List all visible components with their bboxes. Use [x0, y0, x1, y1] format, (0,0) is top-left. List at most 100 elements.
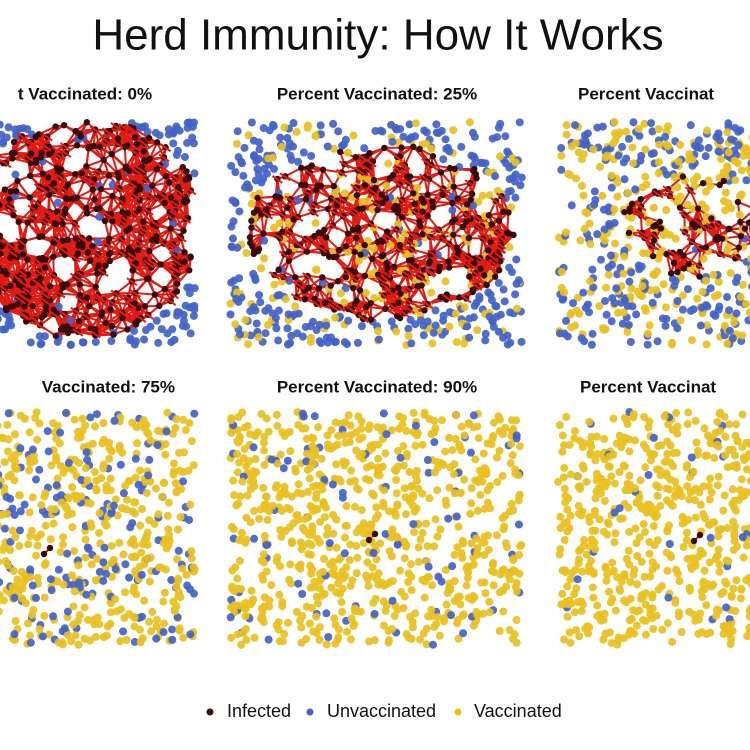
- infected-dot: [73, 142, 81, 149]
- infected-dot: [73, 194, 81, 201]
- infected-dot: [96, 205, 103, 212]
- person-dot: [185, 303, 194, 312]
- infected-dot: [7, 282, 14, 290]
- infected-dot: [53, 208, 61, 215]
- infected-dot: [83, 294, 91, 302]
- infection-edge: [32, 217, 41, 238]
- person-dot: [126, 336, 135, 345]
- person-dot: [154, 338, 163, 347]
- infected-dot: [63, 323, 71, 330]
- infected-dot: [26, 194, 33, 201]
- infected-dot: [98, 309, 106, 316]
- infected-dot: [131, 134, 139, 141]
- infected-dot: [64, 236, 71, 244]
- infected-dot: [124, 326, 131, 333]
- infected-dot: [85, 143, 93, 150]
- infected-dot: [83, 204, 90, 212]
- infected-dot: [181, 249, 188, 256]
- infected-dot: [110, 331, 117, 338]
- infected-dot: [133, 140, 141, 148]
- person-dot: [141, 326, 150, 335]
- infection-edge: [0, 269, 3, 280]
- infected-dot: [72, 127, 79, 135]
- person-dot: [167, 338, 176, 347]
- infected-dot: [85, 235, 93, 242]
- infected-dot: [108, 150, 115, 158]
- infection-edge: [17, 207, 34, 223]
- infected-dot: [140, 148, 148, 155]
- person-dot: [107, 337, 116, 346]
- infected-dot: [24, 219, 31, 226]
- infected-dot: [161, 285, 169, 293]
- infected-dot: [167, 225, 174, 232]
- infected-dot: [32, 133, 40, 140]
- person-dot: [189, 139, 198, 148]
- person-dot: [152, 316, 161, 325]
- infected-dot: [83, 210, 91, 217]
- infected-dot: [102, 262, 109, 269]
- person-dot: [35, 332, 44, 341]
- person-dot: [130, 326, 139, 335]
- infection-edge: [142, 220, 158, 238]
- panels: [0, 118, 750, 649]
- person-dot: [164, 125, 173, 134]
- infected-dot: [52, 332, 60, 340]
- infected-dot: [106, 250, 113, 258]
- person-dot: [140, 335, 149, 344]
- infection-edge: [28, 193, 51, 199]
- infected-dot: [14, 177, 21, 185]
- infected-dot: [89, 186, 96, 193]
- network-panel: [0, 118, 199, 349]
- infection-edge: [16, 180, 31, 199]
- infection-edge: [102, 158, 119, 175]
- infected-dot: [10, 138, 18, 146]
- infection-edge: [111, 301, 133, 306]
- person-dot: [173, 311, 182, 320]
- infected-dot: [1, 186, 9, 193]
- infected-dot: [37, 154, 45, 161]
- infected-dot: [51, 220, 58, 227]
- infection-edge: [155, 224, 166, 245]
- person-dot: [173, 146, 182, 155]
- infected-dot: [114, 170, 121, 177]
- infected-dot: [155, 302, 163, 310]
- infected-dot: [13, 187, 20, 195]
- infected-dot: [100, 156, 107, 164]
- infected-dot: [114, 135, 122, 142]
- infection-edge: [72, 309, 77, 332]
- infected-dot: [44, 174, 52, 181]
- person-dot: [141, 122, 150, 131]
- infected-dot: [86, 302, 93, 310]
- infected-dot: [46, 150, 53, 158]
- person-dot: [186, 329, 195, 338]
- person-dot: [66, 340, 75, 349]
- infected-dot: [50, 253, 57, 260]
- person-dot: [180, 152, 189, 161]
- infected-dot: [126, 167, 133, 174]
- infected-dot: [101, 217, 109, 225]
- person-dot: [172, 122, 181, 131]
- infection-edge: [61, 222, 77, 240]
- infected-dot: [134, 246, 142, 254]
- infected-dot: [123, 227, 130, 235]
- infected-dot: [41, 264, 49, 271]
- infected-dot: [39, 254, 46, 262]
- infected-dot: [15, 218, 22, 226]
- person-dot: [36, 340, 45, 349]
- infected-dot: [36, 233, 43, 241]
- infected-dot: [29, 302, 36, 310]
- infected-dot: [132, 321, 140, 328]
- infected-dot: [52, 123, 59, 130]
- person-dot: [169, 139, 178, 148]
- person-dot: [4, 319, 13, 328]
- infected-dot: [161, 199, 168, 207]
- infected-dot: [185, 175, 193, 182]
- infection-edge: [123, 145, 128, 168]
- infected-dot: [97, 185, 105, 193]
- infected-dot: [84, 249, 92, 256]
- infected-dot: [75, 317, 83, 325]
- person-dot: [4, 312, 13, 321]
- infected-dot: [153, 139, 161, 146]
- infected-dot: [96, 143, 103, 150]
